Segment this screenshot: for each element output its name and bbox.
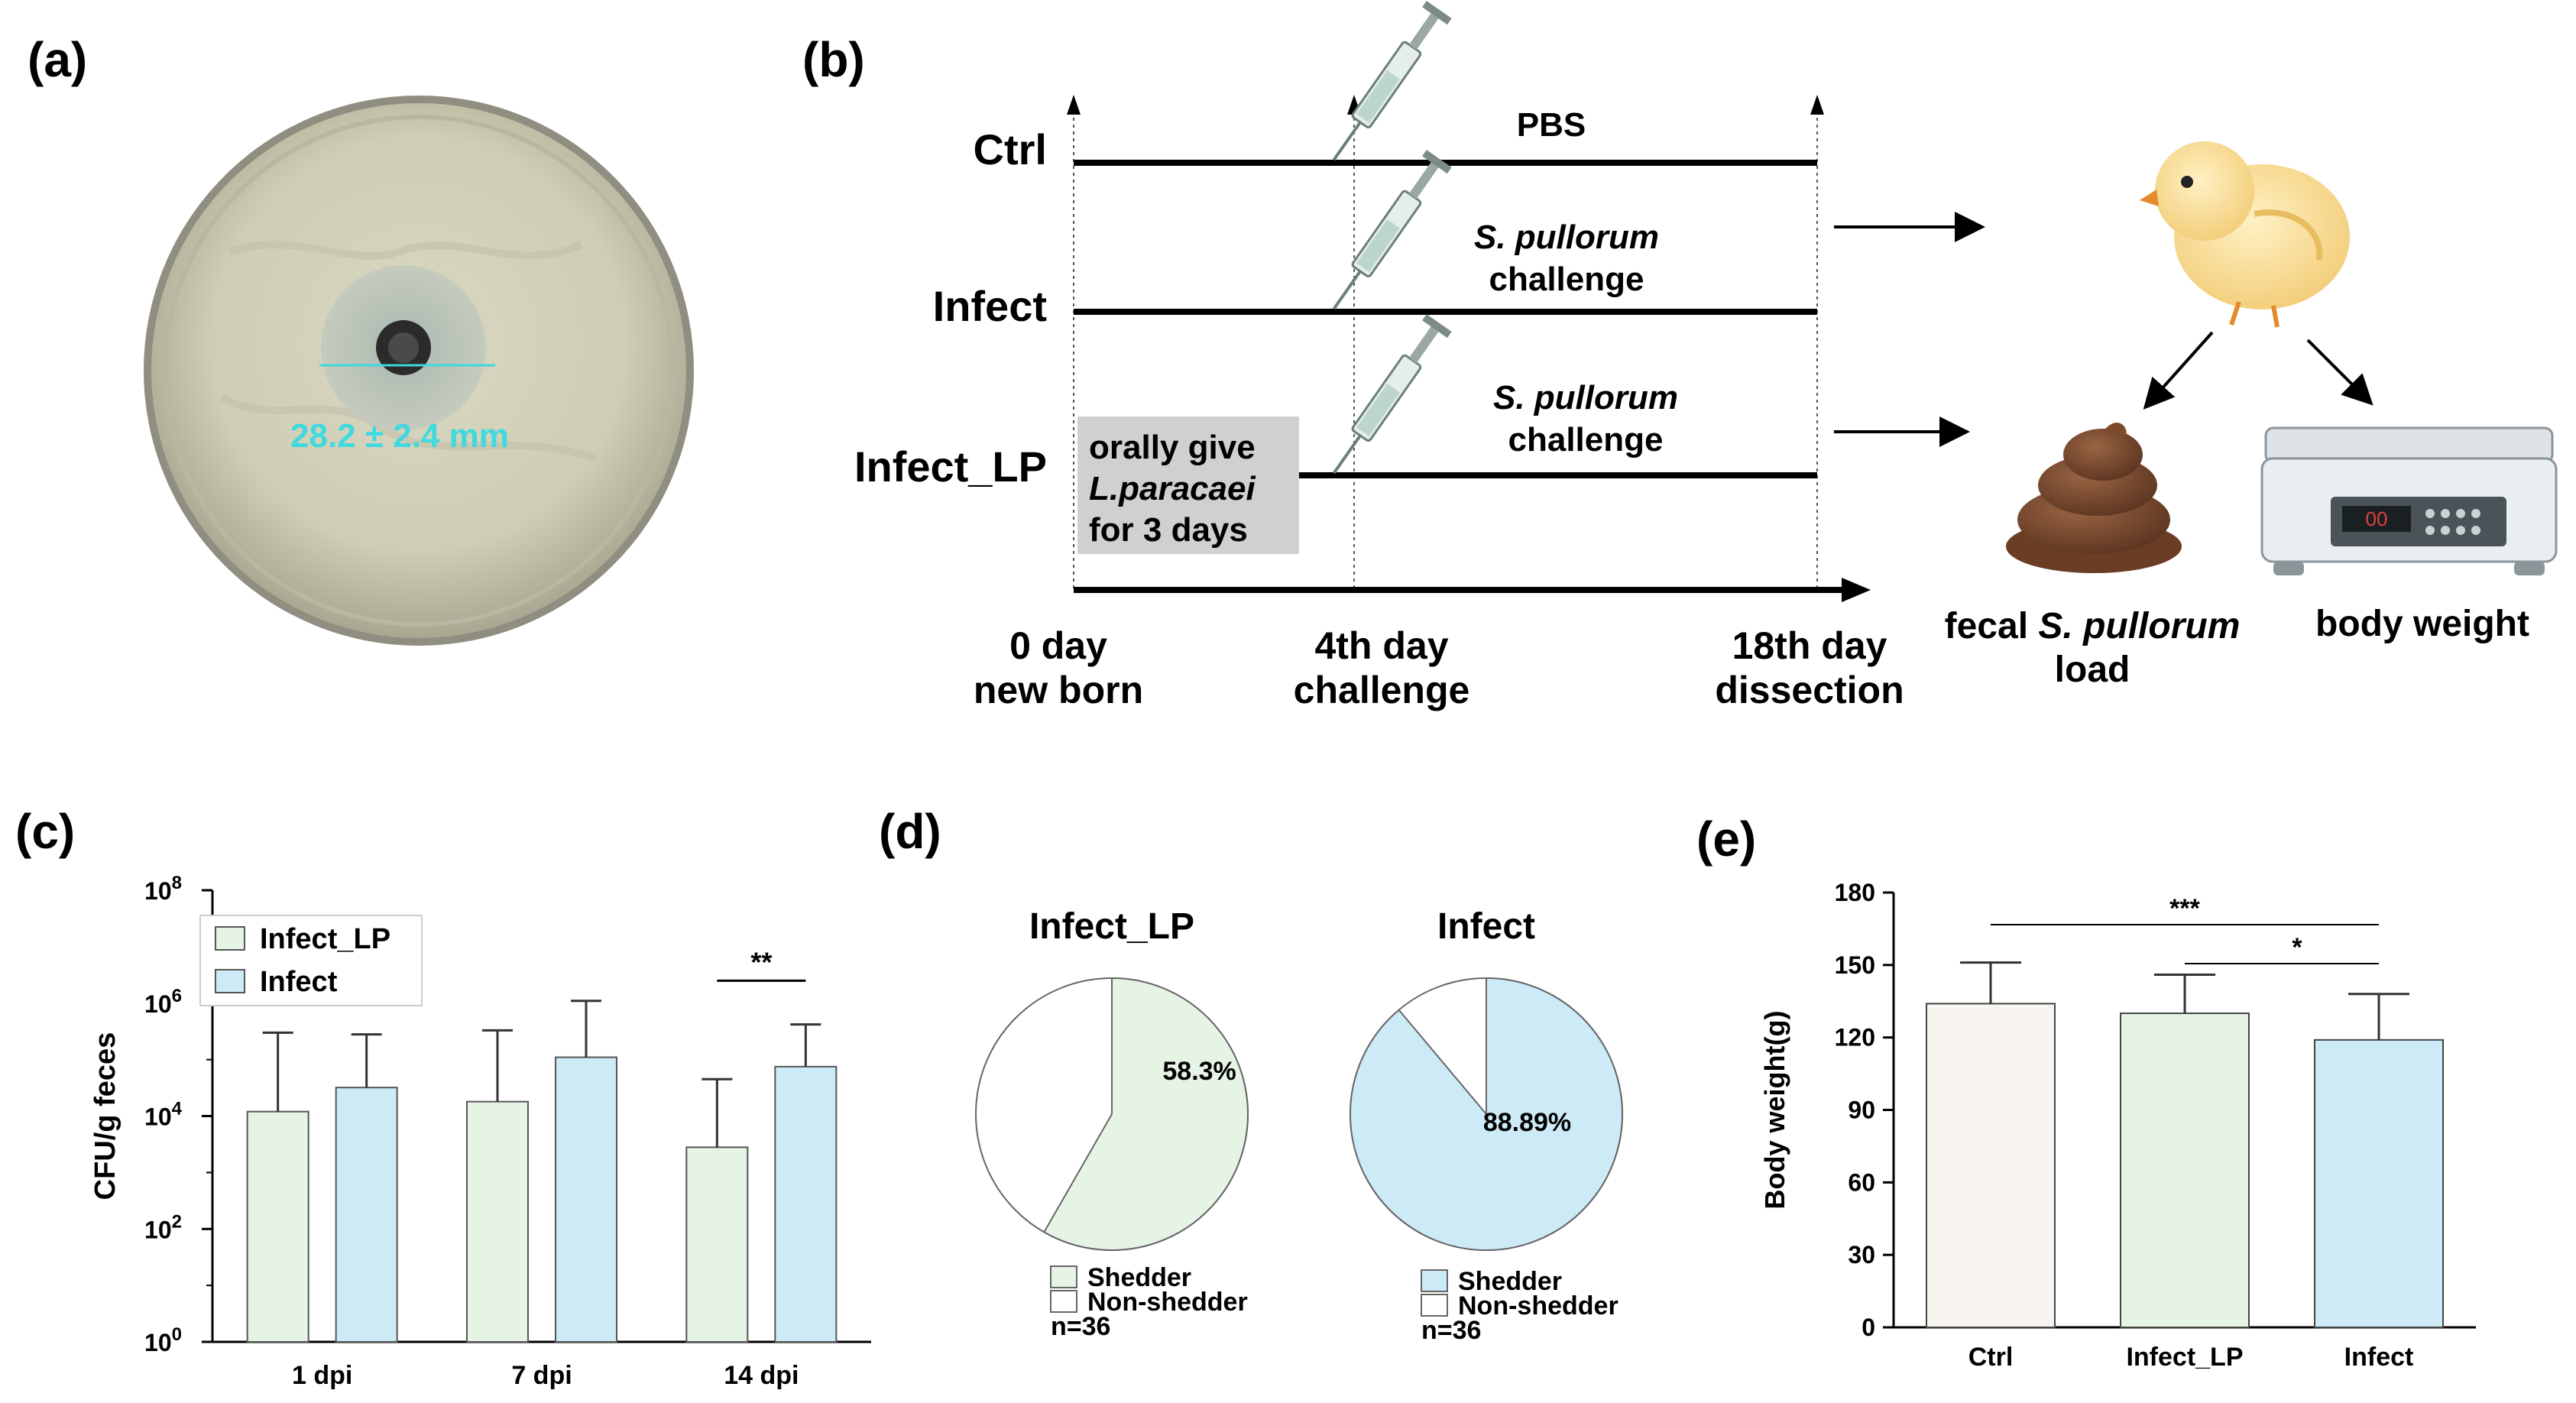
bar <box>774 1065 838 1343</box>
inhibition-zone-measurement: 28.2 ± 2.4 mm <box>290 417 509 455</box>
scale-icon <box>2260 426 2558 575</box>
significance-mark: ** <box>750 946 772 977</box>
legend-swatch <box>215 969 245 993</box>
y-tick-label: 60 <box>1848 1168 1875 1196</box>
y-tick-label: 120 <box>1835 1024 1875 1051</box>
timepoint-4-line1: 4th day <box>1314 624 1448 667</box>
bar <box>685 1146 749 1343</box>
infect-challenge-word: challenge <box>1489 261 1644 298</box>
legend-label: Infect <box>260 966 338 998</box>
pie-percent-label: 88.89% <box>1483 1108 1571 1137</box>
group-label-infect: Infect <box>933 282 1047 330</box>
arrow-chick-to-feces <box>2143 331 2214 410</box>
oral-gavage-line2: L.paracaei <box>1089 470 1256 507</box>
timepoint-0-line2: new born <box>974 669 1143 711</box>
legend-swatch <box>215 926 245 951</box>
chick-icon <box>2140 141 2350 328</box>
sample-size-label: n=36 <box>1421 1316 1481 1345</box>
y-tick-label: 106 <box>144 986 182 1018</box>
fecal-load-label-line2: load <box>2055 650 2130 690</box>
legend-label-non-shedder: Non-shedder <box>1458 1291 1619 1320</box>
body-weight-label: body weight <box>2315 604 2529 644</box>
bar <box>1926 1003 2056 1329</box>
infect-lp-challenge-species: S. pullorum <box>1493 379 1678 416</box>
legend-swatch-non-shedder <box>1050 1290 1077 1313</box>
pie-shedder-slice <box>1042 977 1249 1251</box>
timepoint-18-line1: 18th day <box>1732 624 1887 667</box>
panel-label-e: (e) <box>1696 812 1756 867</box>
legend-label-non-shedder: Non-shedder <box>1087 1288 1248 1317</box>
x-tick-label: Infect <box>2344 1343 2414 1372</box>
panel-label-c: (c) <box>15 804 75 859</box>
y-tick-label: 104 <box>144 1099 183 1131</box>
legend-label-shedder: Shedder <box>1458 1267 1562 1296</box>
bar <box>246 1110 309 1343</box>
fecal-load-chart: 100 102 104 106 108 CFU/g feces 1 dpi 7 dpi 14 d… <box>89 873 871 1390</box>
significance-mark: * <box>2292 933 2302 962</box>
y-axis-label: CFU/g feces <box>89 1032 122 1200</box>
pie-title: Infect_LP <box>1029 906 1194 947</box>
y-tick-label: 0 <box>1862 1314 1875 1341</box>
bar <box>466 1100 529 1343</box>
timepoint-4-line2: challenge <box>1294 669 1470 711</box>
legend-swatch-shedder <box>1050 1265 1077 1288</box>
legend-label-shedder: Shedder <box>1087 1263 1191 1292</box>
bar <box>2314 1038 2444 1328</box>
x-tick-label: 7 dpi <box>511 1361 572 1390</box>
timepoint-18-line2: dissection <box>1715 669 1904 711</box>
body-weight-chart: 0 30 60 90 120 150 180 Body weight(g) Ctrl Infect… <box>1759 879 2476 1372</box>
y-tick-label: 102 <box>144 1211 182 1243</box>
legend-swatch-non-shedder <box>1421 1294 1448 1317</box>
significance-mark: *** <box>2169 894 2200 923</box>
timepoint-0-line1: 0 day <box>1009 624 1107 667</box>
panel-label-a: (a) <box>28 32 87 87</box>
arrow-chick-to-scale <box>2306 339 2373 406</box>
syringe-icon <box>1332 150 1452 310</box>
bar <box>335 1087 398 1343</box>
bar <box>2120 1013 2250 1328</box>
x-tick-label: Infect_LP <box>2126 1343 2243 1372</box>
y-tick-label: 108 <box>144 873 182 905</box>
y-tick-label: 150 <box>1835 951 1875 979</box>
y-tick-label: 180 <box>1835 879 1875 906</box>
x-tick-label: Ctrl <box>1968 1343 2014 1372</box>
pie-title: Infect <box>1437 906 1535 947</box>
y-tick-label: 100 <box>144 1324 182 1356</box>
panel-label-d: (d) <box>879 804 941 859</box>
petri-dish <box>144 96 694 646</box>
pie-shedder-slice <box>1350 977 1623 1251</box>
panel-label-b: (b) <box>802 32 865 87</box>
y-axis-label: Body weight(g) <box>1759 1011 1790 1210</box>
legend-swatch-shedder <box>1421 1269 1448 1292</box>
syringe-icon <box>1332 1 1452 161</box>
y-tick-label: 90 <box>1848 1097 1875 1124</box>
y-tick-label: 30 <box>1848 1241 1875 1269</box>
group-label-ctrl: Ctrl <box>974 125 1047 173</box>
x-tick-label: 1 dpi <box>292 1361 352 1390</box>
timeline-diagram <box>1067 95 1871 602</box>
sample-size-label: n=36 <box>1051 1312 1110 1341</box>
infect-challenge-species: S. pullorum <box>1474 219 1659 256</box>
syringe-icon <box>1332 314 1452 475</box>
scale-display-readout: 00 <box>2366 507 2388 530</box>
oral-gavage-line3: for 3 days <box>1089 511 1248 549</box>
shedder-pie-charts: Infect_LP58.3%ShedderNon-sheddern=36Infe… <box>975 906 1623 1345</box>
pie-percent-label: 58.3% <box>1162 1057 1236 1086</box>
fecal-load-label: fecal S. pullorum <box>1945 606 2241 646</box>
infect-lp-challenge-word: challenge <box>1508 421 1664 458</box>
x-tick-label: 14 dpi <box>724 1361 799 1390</box>
bar <box>555 1056 617 1343</box>
feces-icon <box>2006 423 2182 573</box>
ctrl-treatment-label: PBS <box>1517 106 1586 144</box>
legend-label: Infect_LP <box>260 923 390 955</box>
group-label-infect-lp: Infect_LP <box>854 442 1047 491</box>
oral-gavage-line1: orally give <box>1089 429 1256 466</box>
